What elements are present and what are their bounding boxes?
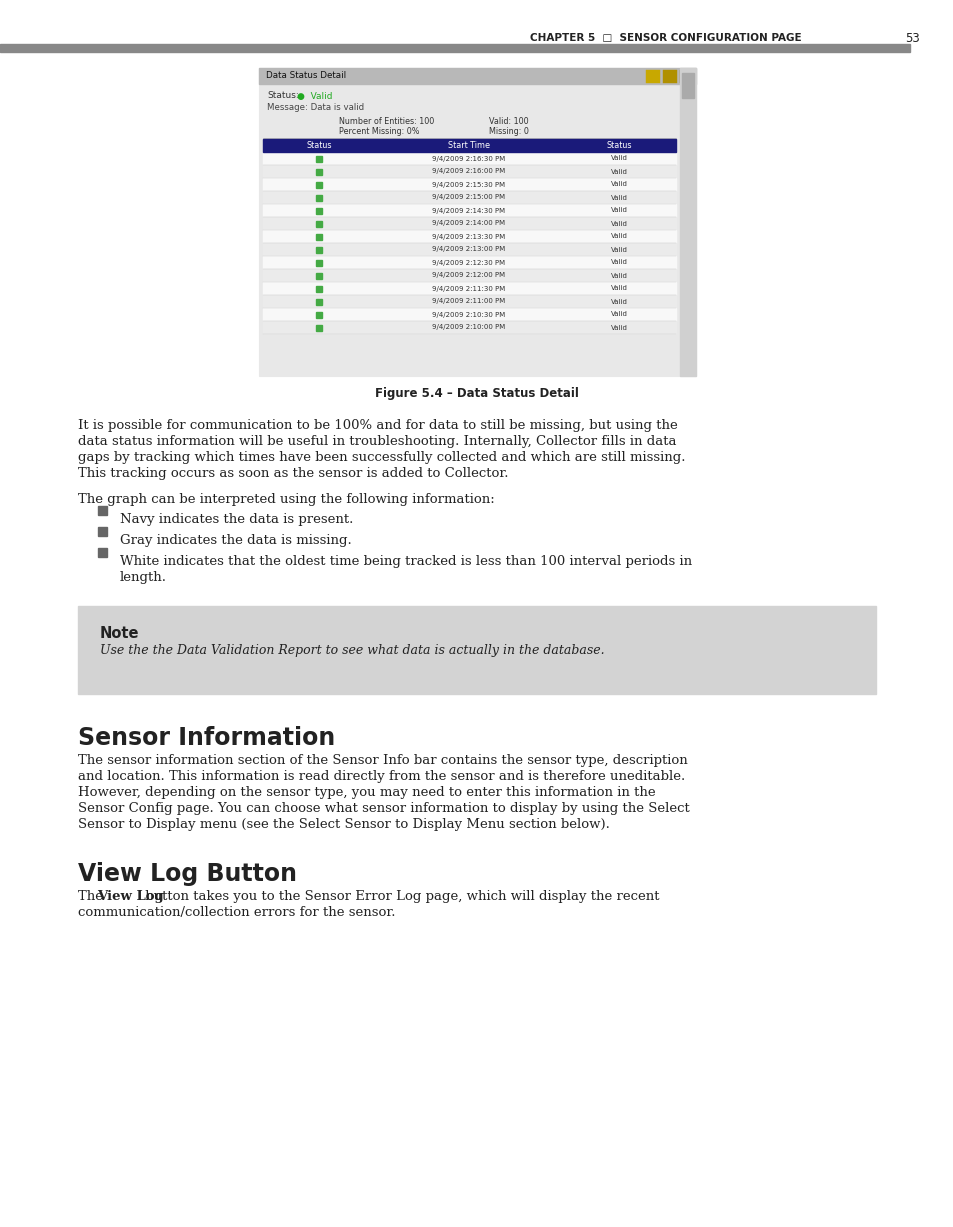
Bar bbox=[258, 67, 696, 375]
Text: Start Time: Start Time bbox=[448, 141, 490, 150]
Text: Valid: Valid bbox=[610, 312, 627, 318]
Text: Valid: Valid bbox=[610, 324, 627, 330]
Bar bbox=[258, 67, 696, 83]
Text: Data Status Detail: Data Status Detail bbox=[266, 71, 346, 81]
Bar bbox=[662, 70, 677, 83]
Bar bbox=[679, 70, 693, 83]
Bar bbox=[263, 308, 676, 321]
Bar bbox=[263, 294, 676, 308]
Bar bbox=[263, 152, 676, 164]
Text: 9/4/2009 2:11:00 PM: 9/4/2009 2:11:00 PM bbox=[432, 298, 505, 304]
Text: 9/4/2009 2:15:00 PM: 9/4/2009 2:15:00 PM bbox=[432, 195, 505, 200]
Bar bbox=[645, 70, 659, 83]
Text: Use the the Data Validation Report to see what data is actually in the database.: Use the the Data Validation Report to se… bbox=[100, 644, 604, 656]
Text: Number of Entities: 100: Number of Entities: 100 bbox=[338, 117, 434, 125]
Bar bbox=[263, 269, 676, 282]
Text: Valid: Valid bbox=[610, 221, 627, 227]
Bar bbox=[263, 217, 676, 229]
Text: Sensor Information: Sensor Information bbox=[78, 726, 335, 750]
Bar bbox=[263, 191, 676, 204]
Text: Valid: Valid bbox=[610, 259, 627, 265]
Text: CHAPTER 5  □  SENSOR CONFIGURATION PAGE: CHAPTER 5 □ SENSOR CONFIGURATION PAGE bbox=[530, 33, 801, 43]
Text: The graph can be interpreted using the following information:: The graph can be interpreted using the f… bbox=[78, 493, 495, 506]
Text: Valid: Valid bbox=[610, 298, 627, 304]
Text: gaps by tracking which times have been successfully collected and which are stil: gaps by tracking which times have been s… bbox=[78, 452, 685, 464]
Text: View Log Button: View Log Button bbox=[78, 863, 296, 886]
Text: 9/4/2009 2:16:30 PM: 9/4/2009 2:16:30 PM bbox=[432, 156, 505, 162]
Bar bbox=[98, 528, 107, 536]
Text: Valid: Valid bbox=[610, 156, 627, 162]
Text: Valid: Valid bbox=[610, 247, 627, 253]
Text: 9/4/2009 2:12:30 PM: 9/4/2009 2:12:30 PM bbox=[432, 259, 505, 265]
Text: The sensor information section of the Sensor Info bar contains the sensor type, : The sensor information section of the Se… bbox=[78, 755, 687, 767]
Text: Status:: Status: bbox=[267, 92, 298, 101]
Text: View Log: View Log bbox=[97, 890, 164, 903]
Text: Percent Missing: 0%: Percent Missing: 0% bbox=[338, 126, 419, 135]
Text: 9/4/2009 2:15:30 PM: 9/4/2009 2:15:30 PM bbox=[432, 182, 505, 188]
Bar bbox=[78, 606, 875, 694]
Text: Valid: Valid bbox=[610, 272, 627, 279]
Bar bbox=[0, 44, 909, 52]
Bar bbox=[263, 178, 676, 191]
Bar bbox=[263, 139, 676, 152]
Text: 9/4/2009 2:11:30 PM: 9/4/2009 2:11:30 PM bbox=[432, 286, 505, 292]
Text: Gray indicates the data is missing.: Gray indicates the data is missing. bbox=[120, 534, 352, 547]
Bar bbox=[679, 67, 696, 375]
Text: communication/collection errors for the sensor.: communication/collection errors for the … bbox=[78, 906, 395, 919]
Text: Valid: Valid bbox=[610, 233, 627, 239]
Text: Navy indicates the data is present.: Navy indicates the data is present. bbox=[120, 513, 353, 526]
Bar bbox=[263, 164, 676, 178]
Text: Missing: 0: Missing: 0 bbox=[489, 126, 528, 135]
Bar bbox=[263, 204, 676, 217]
Text: 9/4/2009 2:14:30 PM: 9/4/2009 2:14:30 PM bbox=[432, 207, 505, 213]
Text: Status: Status bbox=[605, 141, 631, 150]
Bar bbox=[98, 548, 107, 557]
Text: 53: 53 bbox=[904, 32, 919, 44]
Text: 9/4/2009 2:10:00 PM: 9/4/2009 2:10:00 PM bbox=[432, 324, 505, 330]
Text: 9/4/2009 2:13:30 PM: 9/4/2009 2:13:30 PM bbox=[432, 233, 505, 239]
Text: Status: Status bbox=[306, 141, 332, 150]
Text: Message: Data is valid: Message: Data is valid bbox=[267, 103, 364, 112]
Text: White indicates that the oldest time being tracked is less than 100 interval per: White indicates that the oldest time bei… bbox=[120, 555, 691, 568]
Bar bbox=[681, 72, 693, 98]
Text: Valid: Valid bbox=[610, 207, 627, 213]
Text: and location. This information is read directly from the sensor and is therefore: and location. This information is read d… bbox=[78, 771, 684, 783]
Bar bbox=[263, 282, 676, 294]
Text: Valid: 100: Valid: 100 bbox=[489, 117, 528, 125]
Bar bbox=[263, 243, 676, 256]
Text: Figure 5.4 – Data Status Detail: Figure 5.4 – Data Status Detail bbox=[375, 387, 578, 400]
Text: Valid: Valid bbox=[610, 195, 627, 200]
Text: 9/4/2009 2:16:00 PM: 9/4/2009 2:16:00 PM bbox=[432, 168, 505, 174]
Text: Sensor Config page. You can choose what sensor information to display by using t: Sensor Config page. You can choose what … bbox=[78, 802, 689, 815]
Bar bbox=[98, 506, 107, 515]
Text: ●  Valid: ● Valid bbox=[296, 92, 333, 101]
Text: Valid: Valid bbox=[610, 286, 627, 292]
Text: Sensor to Display menu (see the Select Sensor to Display Menu section below).: Sensor to Display menu (see the Select S… bbox=[78, 818, 609, 831]
Text: Note: Note bbox=[100, 626, 139, 640]
Text: 9/4/2009 2:14:00 PM: 9/4/2009 2:14:00 PM bbox=[432, 221, 505, 227]
Text: 9/4/2009 2:13:00 PM: 9/4/2009 2:13:00 PM bbox=[432, 247, 505, 253]
Text: button takes you to the Sensor Error Log page, which will display the recent: button takes you to the Sensor Error Log… bbox=[141, 890, 659, 903]
Bar bbox=[263, 321, 676, 334]
Text: However, depending on the sensor type, you may need to enter this information in: However, depending on the sensor type, y… bbox=[78, 787, 655, 799]
Text: 9/4/2009 2:12:00 PM: 9/4/2009 2:12:00 PM bbox=[432, 272, 505, 279]
Bar bbox=[263, 229, 676, 243]
Text: 9/4/2009 2:10:30 PM: 9/4/2009 2:10:30 PM bbox=[432, 312, 505, 318]
Text: length.: length. bbox=[120, 571, 167, 584]
Text: Valid: Valid bbox=[610, 168, 627, 174]
Text: data status information will be useful in troubleshooting. Internally, Collector: data status information will be useful i… bbox=[78, 436, 676, 448]
Bar bbox=[263, 256, 676, 269]
Text: It is possible for communication to be 100% and for data to still be missing, bu: It is possible for communication to be 1… bbox=[78, 418, 677, 432]
Text: This tracking occurs as soon as the sensor is added to Collector.: This tracking occurs as soon as the sens… bbox=[78, 467, 508, 480]
Text: The: The bbox=[78, 890, 107, 903]
Text: Valid: Valid bbox=[610, 182, 627, 188]
